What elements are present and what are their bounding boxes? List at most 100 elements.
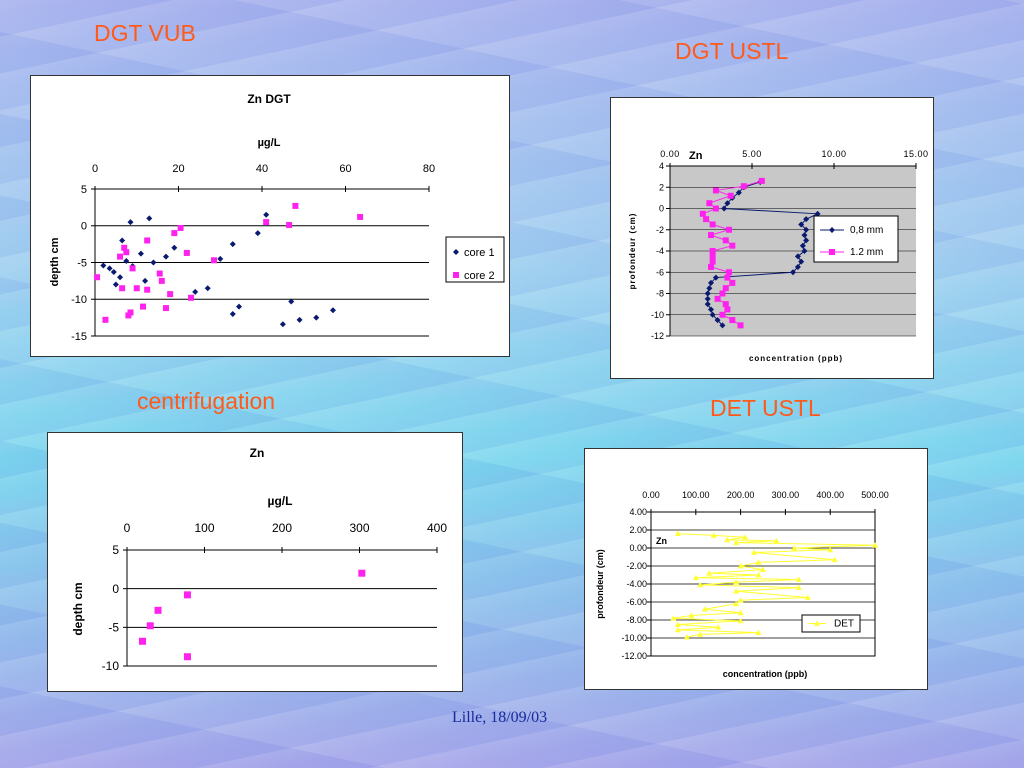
data-point xyxy=(733,600,740,607)
data-point xyxy=(814,210,821,217)
data-point xyxy=(709,248,716,254)
data-point xyxy=(183,653,191,661)
chart-panel-zn-centrifugation: 5 0 -5 -10 0 100 200 300 400 Zn µg/L depth cm xyxy=(47,432,463,692)
data-point xyxy=(254,230,261,237)
data-point xyxy=(722,301,729,308)
data-point xyxy=(296,316,303,323)
data-point xyxy=(709,253,716,260)
data-point xyxy=(139,637,146,645)
legend-marker xyxy=(453,272,459,278)
data-point xyxy=(112,281,119,288)
data-point xyxy=(699,210,706,217)
data-point xyxy=(708,263,714,270)
data-point xyxy=(831,556,838,563)
y-tick-label: 4.00 xyxy=(629,507,647,517)
x-tick-label: 200 xyxy=(272,521,292,535)
data-point xyxy=(795,584,802,590)
data-point xyxy=(708,279,714,286)
data-point xyxy=(123,258,130,265)
data-point xyxy=(706,285,713,292)
data-point xyxy=(708,306,714,313)
data-point xyxy=(712,274,719,281)
data-point xyxy=(794,263,801,270)
x-tick-label: 0 xyxy=(124,521,131,535)
x-axis-label: µg/L xyxy=(268,494,293,508)
data-point xyxy=(117,253,124,260)
data-point xyxy=(688,612,695,618)
y-tick-label: -5 xyxy=(108,621,119,635)
data-point xyxy=(755,629,762,635)
data-point xyxy=(798,221,805,228)
data-point xyxy=(133,285,140,292)
data-point xyxy=(674,530,681,536)
chart-panel-zn-det-ustl: 4.00 2.00 0.00 -2.00 -4.00 -6.00 -8.00 -10.00 -1… xyxy=(584,448,928,690)
data-point xyxy=(729,317,736,324)
data-point xyxy=(171,244,178,251)
heading-centrifugation: centrifugation xyxy=(137,388,276,414)
data-point xyxy=(724,200,731,207)
data-point xyxy=(703,216,710,223)
y-tick-label: 0 xyxy=(112,582,119,596)
data-point xyxy=(721,205,728,212)
data-point xyxy=(144,286,151,293)
data-point xyxy=(167,291,174,298)
data-point xyxy=(733,539,740,545)
y-axis-label: depth cm xyxy=(49,237,61,286)
y-axis-label: depth cm xyxy=(71,582,85,635)
data-point xyxy=(726,269,733,276)
data-point xyxy=(162,305,169,312)
data-point xyxy=(727,192,734,199)
data-point xyxy=(129,265,136,272)
y-tick-label: 5 xyxy=(81,184,87,196)
data-point xyxy=(204,285,211,292)
data-point xyxy=(804,594,811,600)
data-point xyxy=(329,307,336,314)
x-tick-label: 200.00 xyxy=(727,490,755,500)
data-point xyxy=(674,621,681,627)
data-point xyxy=(357,213,364,220)
y-tick-label: 2 xyxy=(659,182,664,192)
data-point xyxy=(801,232,808,239)
data-point xyxy=(154,606,162,614)
data-point xyxy=(801,248,808,254)
data-point xyxy=(119,285,126,292)
data-point xyxy=(146,215,153,222)
data-point xyxy=(704,290,711,297)
x-tick-label: 40 xyxy=(256,163,268,175)
data-point xyxy=(742,534,749,540)
y-tick-label: 0.00 xyxy=(629,543,647,553)
data-point xyxy=(217,255,224,262)
data-point xyxy=(697,581,704,588)
data-point xyxy=(140,303,147,310)
data-point xyxy=(183,591,191,599)
x-tick-label: 0.00 xyxy=(642,490,660,500)
data-point xyxy=(358,569,366,577)
x-axis-label: concentration (ppb) xyxy=(723,669,808,679)
data-point xyxy=(760,566,766,572)
data-point xyxy=(117,274,124,281)
data-point xyxy=(279,321,286,328)
legend-entry: core 2 xyxy=(464,270,495,282)
legend-entry: core 1 xyxy=(464,247,495,259)
y-axis-label: profondeur (cm) xyxy=(595,549,605,619)
data-point xyxy=(712,205,719,212)
y-tick-label: -8 xyxy=(656,289,664,299)
x-tick-label: 0 xyxy=(92,163,98,175)
data-point xyxy=(722,285,729,292)
data-point xyxy=(229,310,236,317)
chart-panel-zn-dgt-ustl: 4 2 0 -2 -4 -6 -8 -10 -12 0.00 5.00 10.00 15.00 Zn con… xyxy=(610,97,934,379)
x-tick-label: 80 xyxy=(423,163,435,175)
data-point xyxy=(729,242,736,249)
data-point xyxy=(192,288,199,295)
data-point xyxy=(795,576,802,582)
chart-panel-zn-dgt-vub: 5 0 -5 -10 -15 0 20 40 60 80 Zn DGT µg/L depth cm cor… xyxy=(30,75,510,357)
data-point xyxy=(263,211,270,218)
x-tick-label: 300.00 xyxy=(772,490,800,500)
legend-box xyxy=(813,215,899,263)
data-point xyxy=(719,322,726,329)
data-point xyxy=(737,617,744,624)
data-point xyxy=(714,295,721,302)
data-point xyxy=(737,322,744,329)
data-point xyxy=(803,226,810,233)
data-point xyxy=(123,249,130,256)
